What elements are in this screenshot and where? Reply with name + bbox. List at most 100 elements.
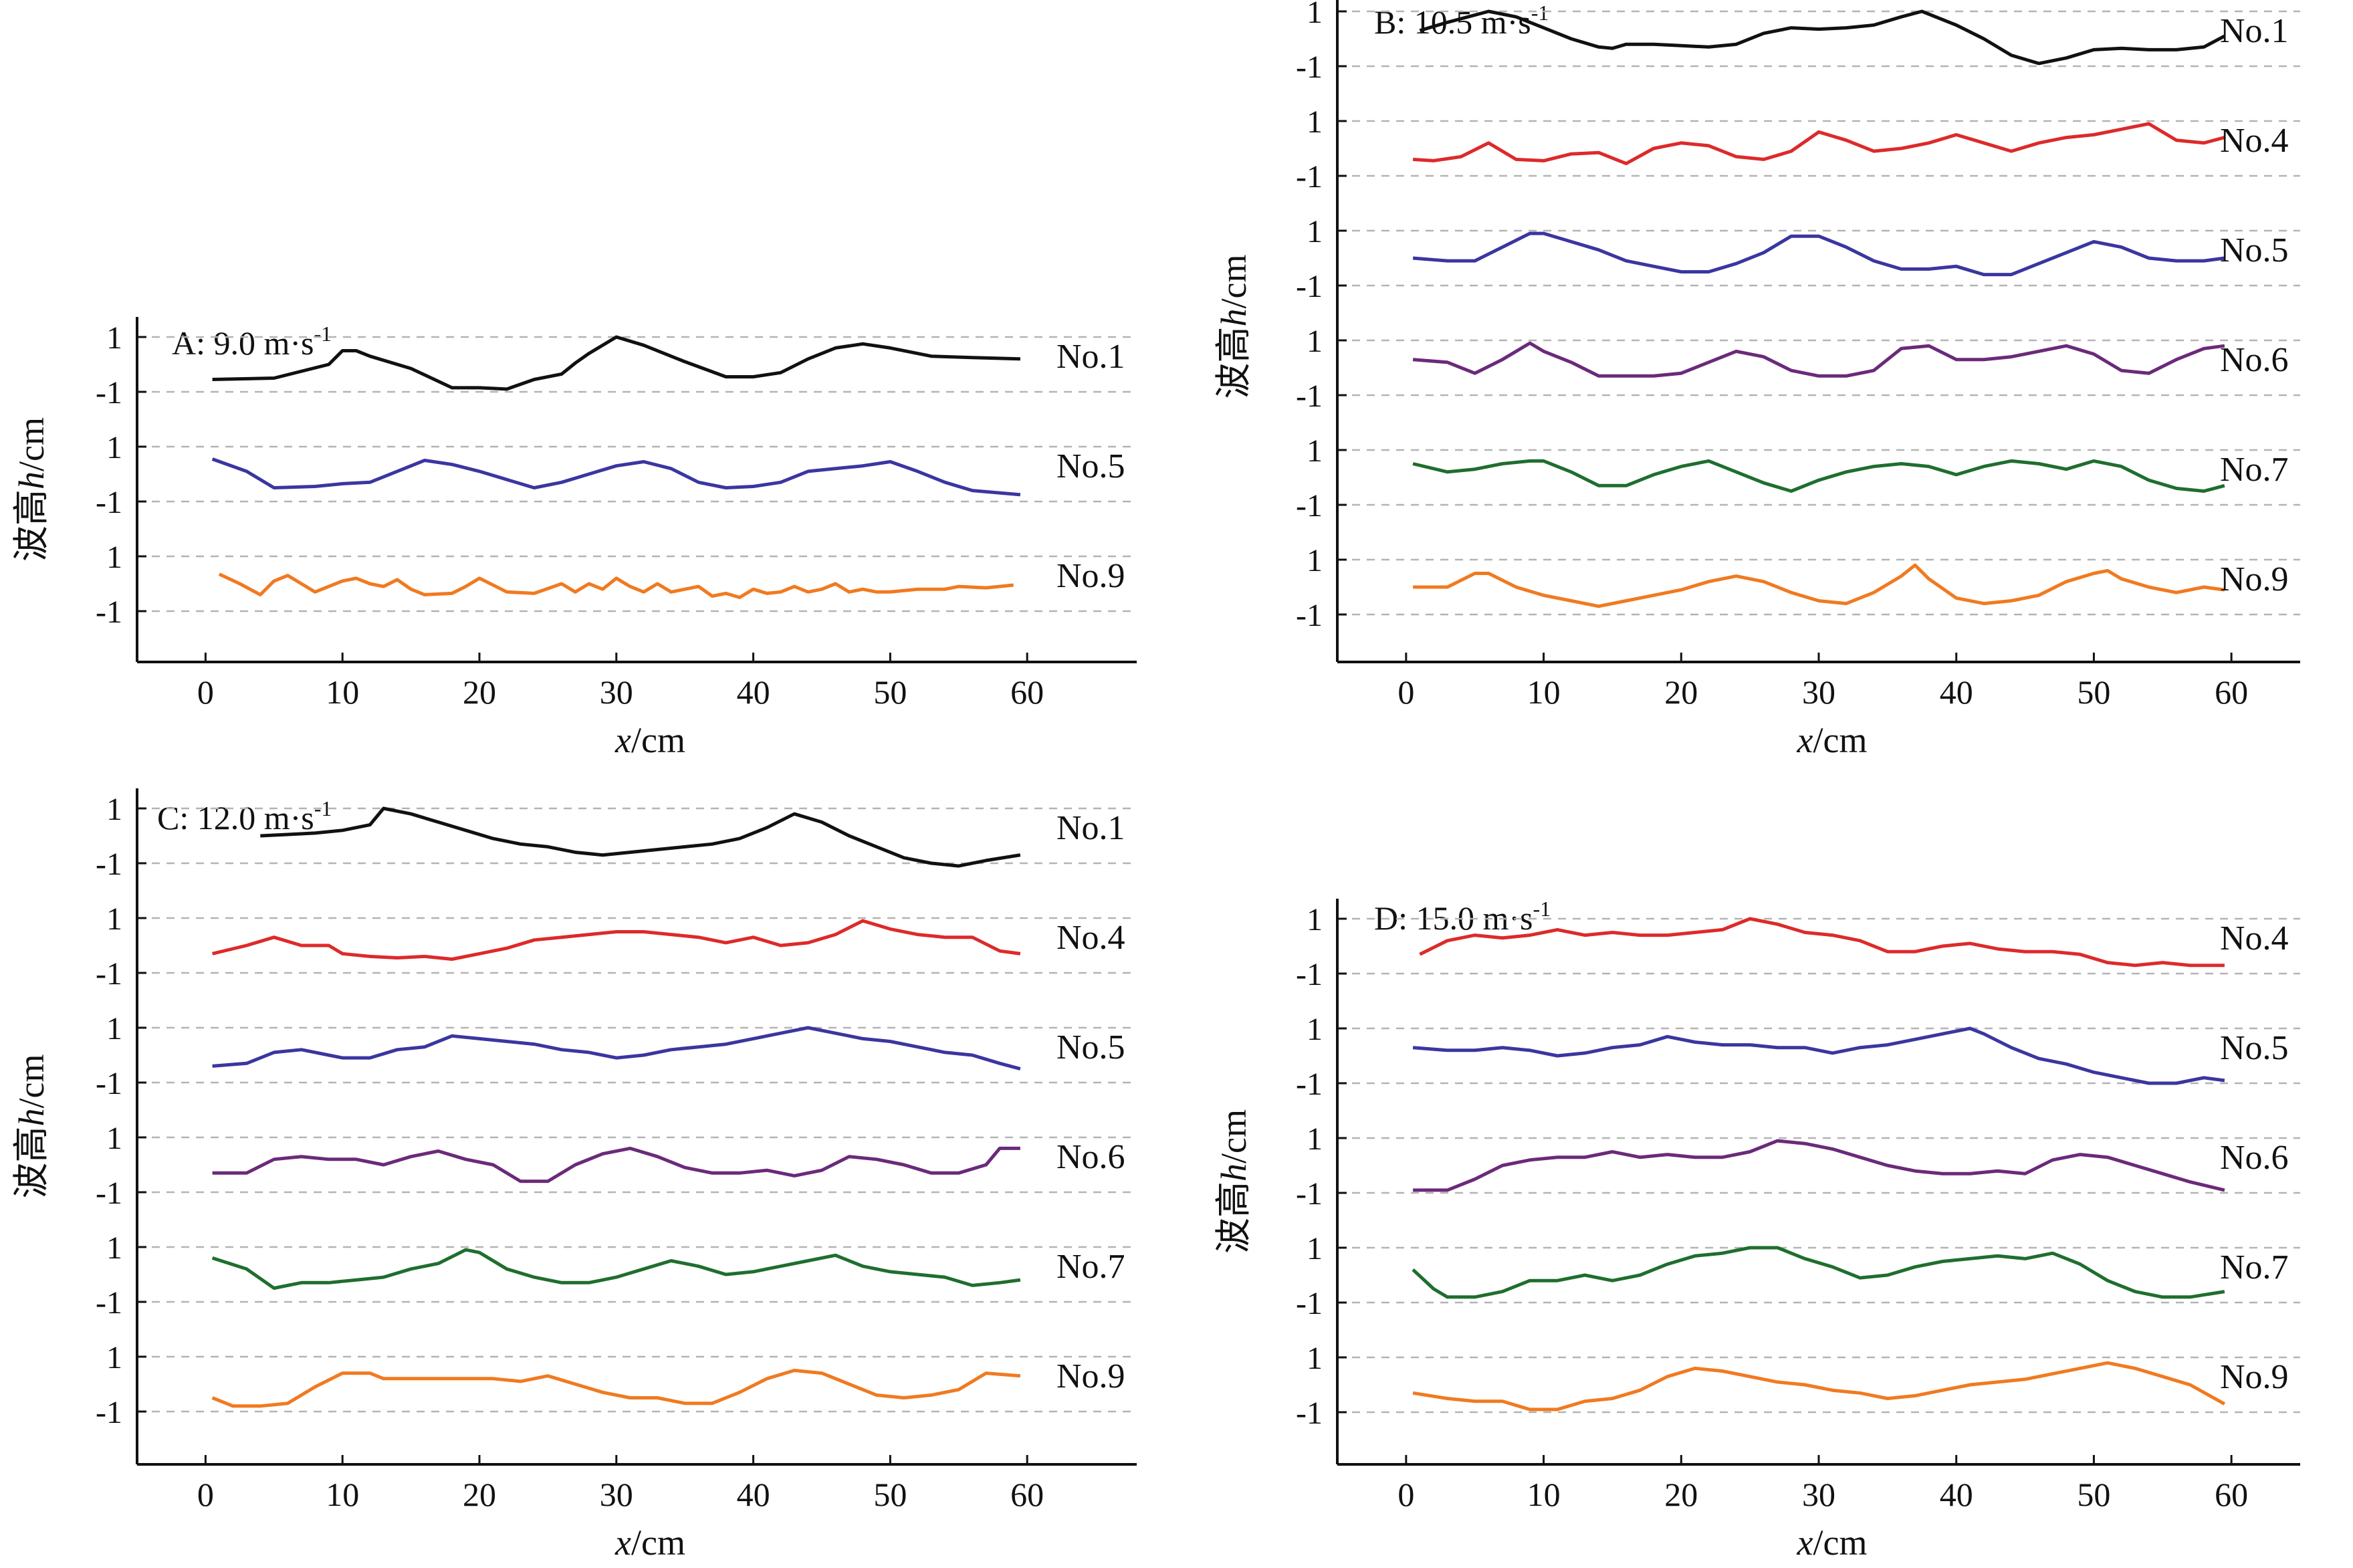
series-label: No.5 <box>2220 1029 2289 1067</box>
x-axis-label-var: x <box>614 1523 631 1563</box>
series-row: 1 -1 No.6 <box>1296 324 2300 414</box>
y-axis-label-unit: /cm <box>1214 1109 1254 1163</box>
y-axis-label: 波高h/cm <box>1212 1109 1254 1254</box>
x-tick-label: 0 <box>1397 1476 1414 1513</box>
x-tick-label: 60 <box>1010 673 1044 711</box>
series-label: No.4 <box>1056 919 1125 957</box>
series-label: No.9 <box>1056 1357 1125 1395</box>
series-line-no4 <box>1412 122 2225 166</box>
series-label: No.1 <box>1056 809 1125 847</box>
series-row: 1 -1 No.1 <box>96 320 1137 411</box>
y-axis-label: 波高h/cm <box>10 1054 52 1199</box>
y-axis-label: 波高h/cm <box>10 417 52 562</box>
y-tick-label: 1 <box>106 320 122 356</box>
x-axis-label-unit: /cm <box>1813 1523 1867 1563</box>
y-tick-label: -1 <box>1296 598 1323 633</box>
series-line-no4 <box>1419 917 2225 968</box>
series-line-no9 <box>211 1369 1021 1408</box>
y-axis-label-text: 波高 <box>10 489 52 562</box>
y-tick-label: -1 <box>96 1066 122 1101</box>
panel-label: D: 15.0 m·s-1 <box>1374 897 1551 937</box>
y-axis-label-text: 波高 <box>1212 326 1254 399</box>
x-axis-label: x/cm <box>614 1523 685 1563</box>
panel-label-text: A: 9.0 m·s <box>172 324 314 362</box>
series-line-no5 <box>1412 231 2225 277</box>
y-tick-label: 1 <box>106 1340 122 1375</box>
y-tick-label: -1 <box>1296 1395 1323 1431</box>
y-tick-label: 1 <box>106 1121 122 1156</box>
x-axis-label: x/cm <box>1797 720 1868 760</box>
series-line-no6 <box>1413 1139 2225 1192</box>
series-label: No.7 <box>2220 451 2289 489</box>
y-tick-label: 1 <box>1307 324 1323 359</box>
y-tick-label: 1 <box>106 1011 122 1046</box>
y-tick-label: 1 <box>1307 433 1323 469</box>
series-row: 1 -1 No.7 <box>1296 1231 2300 1321</box>
y-axis-label-text: 波高 <box>10 1126 52 1198</box>
x-axis-label-var: x <box>1797 1523 1813 1563</box>
x-tick-label: 0 <box>1397 673 1414 711</box>
series-line-no5 <box>211 457 1021 497</box>
y-tick-label: -1 <box>1296 957 1323 992</box>
y-tick-label: 1 <box>1307 214 1323 249</box>
series-row: 1 -1 No.4 <box>96 901 1137 992</box>
x-tick-label: 0 <box>197 673 214 711</box>
x-tick-label: 50 <box>2077 1476 2110 1513</box>
series-line-no1 <box>260 806 1021 868</box>
x-tick-label: 10 <box>326 1476 359 1513</box>
series-label: No.9 <box>2220 1358 2289 1396</box>
series-label: No.6 <box>2220 1139 2289 1177</box>
series-row: 1 -1 No.5 <box>96 430 1137 520</box>
y-axis-label-unit: /cm <box>1214 255 1254 309</box>
y-tick-label: -1 <box>1296 1067 1323 1102</box>
y-axis-label-unit: /cm <box>11 1054 51 1109</box>
series-label: No.9 <box>2220 560 2289 598</box>
x-axis-label: x/cm <box>614 720 685 760</box>
series-line-no7 <box>1412 459 2225 493</box>
x-tick-label: 20 <box>463 1476 496 1513</box>
y-tick-label: 1 <box>1307 1012 1323 1047</box>
y-tick-label: -1 <box>1296 159 1323 195</box>
x-tick-label: 50 <box>873 673 907 711</box>
y-axis-label-var: h <box>1214 308 1254 326</box>
series-label: No.1 <box>1056 338 1125 376</box>
x-axis-label-unit: /cm <box>631 720 685 760</box>
series-row: 1 -1 No.5 <box>96 1011 1137 1101</box>
x-tick-label: 40 <box>1940 673 1973 711</box>
series-row: 1 -1 No.4 <box>1296 104 2300 195</box>
x-axis-label-unit: /cm <box>1813 720 1867 760</box>
y-tick-label: 1 <box>1307 543 1323 578</box>
x-axis-label-var: x <box>614 720 631 760</box>
y-tick-label: -1 <box>96 1285 122 1321</box>
x-tick-label: 30 <box>600 1476 633 1513</box>
y-tick-label: 1 <box>1307 1231 1323 1266</box>
series-line-no1 <box>1419 9 2226 66</box>
x-tick-label: 40 <box>1940 1476 1973 1513</box>
series-line-no7 <box>1412 1246 2225 1299</box>
series-label: No.4 <box>2220 122 2289 160</box>
panel-label-superscript: -1 <box>1533 897 1551 921</box>
y-tick-label: -1 <box>96 594 122 630</box>
y-tick-label: 1 <box>106 430 122 465</box>
series-label: No.1 <box>2220 12 2289 50</box>
series-line-no1 <box>212 335 1020 391</box>
y-tick-label: -1 <box>1296 49 1323 85</box>
series-row: 1 -1 No.9 <box>1296 543 2300 633</box>
x-axis-label-var: x <box>1797 720 1813 760</box>
series-row: 1 -1 No.7 <box>1296 433 2300 524</box>
y-axis-label-unit: /cm <box>11 417 51 471</box>
series-row: 1 -1 No.9 <box>96 1340 1137 1430</box>
series-row: 1 -1 No.7 <box>96 1230 1137 1321</box>
x-tick-label: 60 <box>2215 1476 2248 1513</box>
series-row: 1 -1 No.6 <box>1296 1121 2300 1212</box>
y-tick-label: 1 <box>106 540 122 575</box>
x-tick-label: 30 <box>1802 673 1835 711</box>
y-tick-label: -1 <box>1296 378 1323 414</box>
series-row: 1 -1 No.6 <box>96 1121 1137 1211</box>
y-axis-label-var: h <box>11 1108 51 1126</box>
y-tick-label: -1 <box>96 485 122 520</box>
series-row: 1 -1 No.9 <box>1296 1341 2300 1431</box>
